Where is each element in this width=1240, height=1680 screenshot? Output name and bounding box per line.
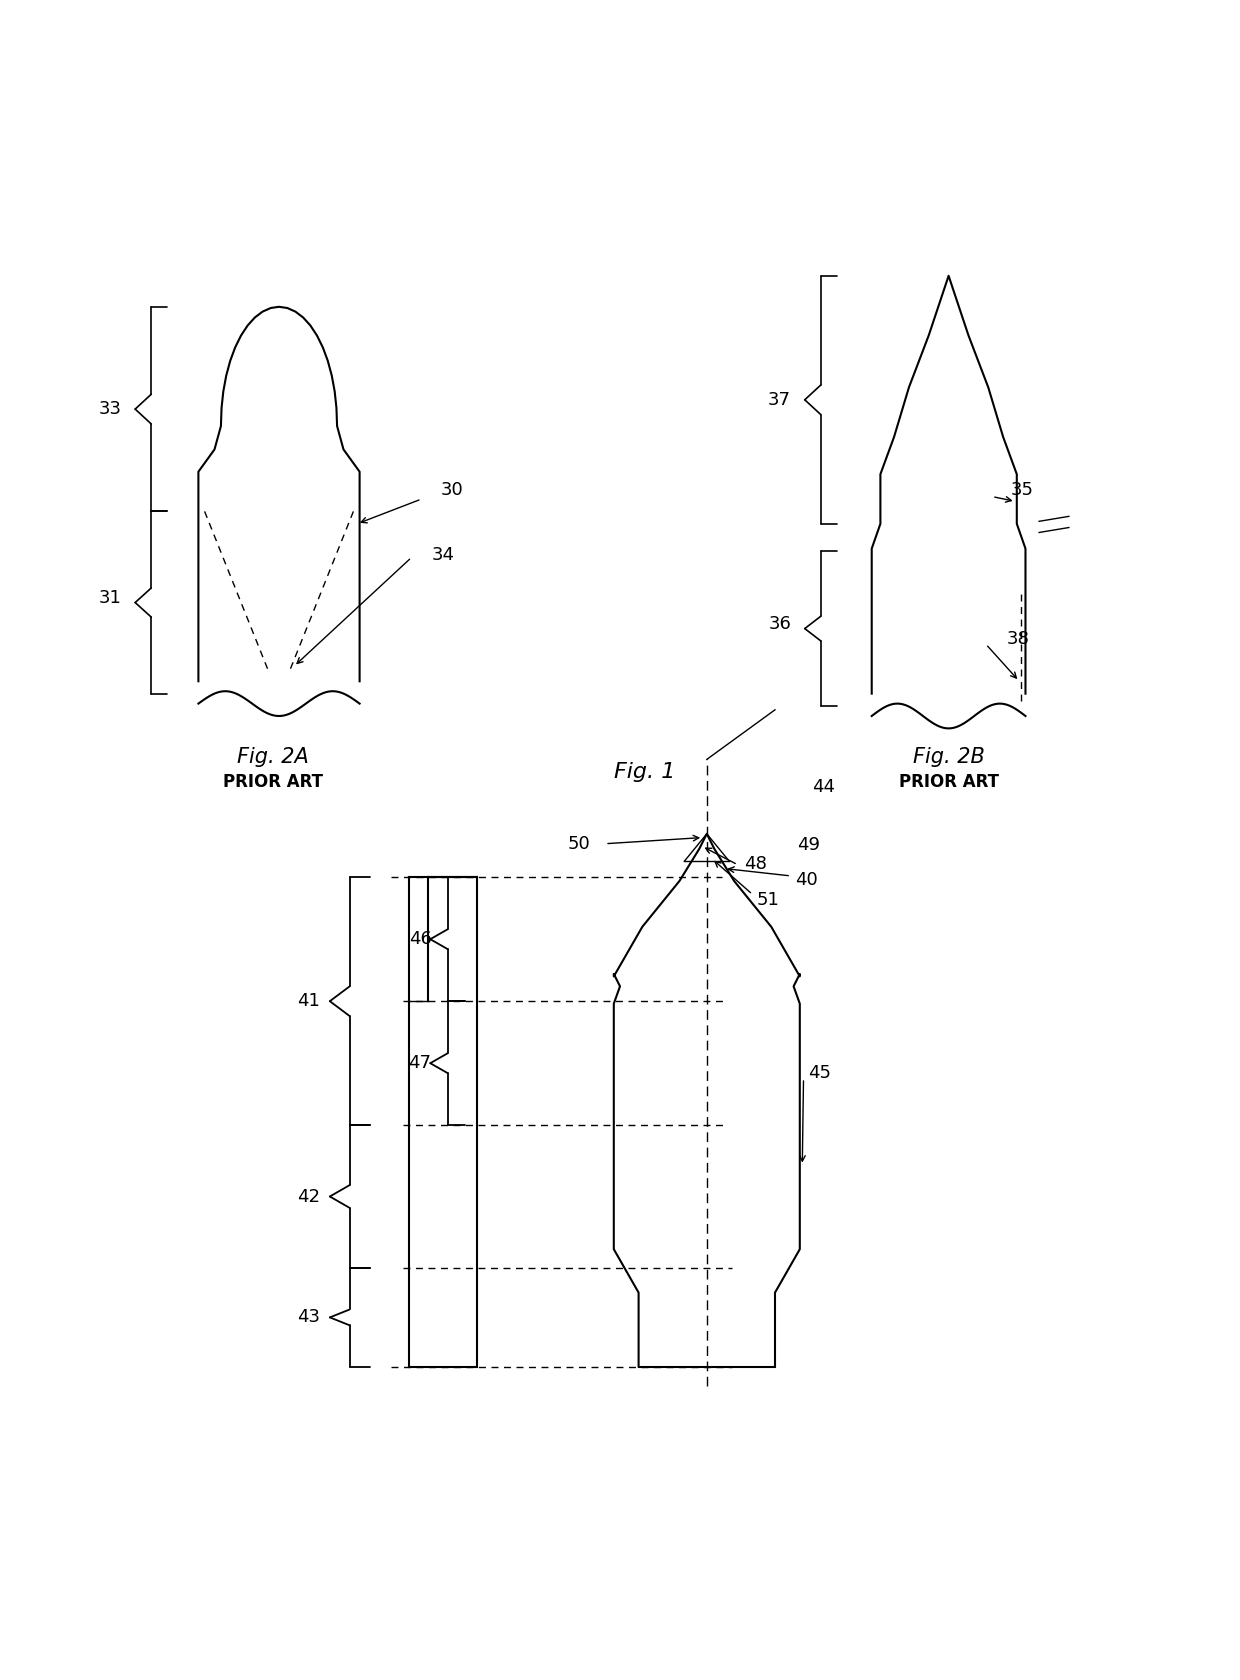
- Text: 50: 50: [568, 835, 590, 853]
- Text: 45: 45: [808, 1063, 832, 1082]
- Text: 37: 37: [768, 391, 791, 408]
- Text: PRIOR ART: PRIOR ART: [223, 773, 322, 791]
- Text: 47: 47: [408, 1055, 432, 1072]
- Text: Fig. 1: Fig. 1: [614, 761, 676, 781]
- Text: 30: 30: [440, 480, 463, 499]
- Text: 33: 33: [98, 400, 122, 418]
- Text: 36: 36: [769, 615, 791, 633]
- Text: 43: 43: [296, 1309, 320, 1327]
- Text: PRIOR ART: PRIOR ART: [899, 773, 998, 791]
- Text: 38: 38: [1007, 630, 1029, 648]
- Text: 40: 40: [795, 870, 817, 889]
- Text: 31: 31: [99, 588, 122, 606]
- Text: 51: 51: [756, 890, 779, 909]
- Text: 46: 46: [409, 931, 432, 948]
- Text: Fig. 2B: Fig. 2B: [913, 748, 985, 766]
- Text: Fig. 2A: Fig. 2A: [237, 748, 309, 766]
- Text: 41: 41: [298, 993, 320, 1010]
- Text: 49: 49: [797, 837, 821, 853]
- Text: 48: 48: [744, 855, 766, 872]
- Text: 35: 35: [1011, 480, 1034, 499]
- Text: 44: 44: [812, 778, 836, 796]
- Text: 42: 42: [296, 1188, 320, 1206]
- Text: 34: 34: [432, 546, 455, 564]
